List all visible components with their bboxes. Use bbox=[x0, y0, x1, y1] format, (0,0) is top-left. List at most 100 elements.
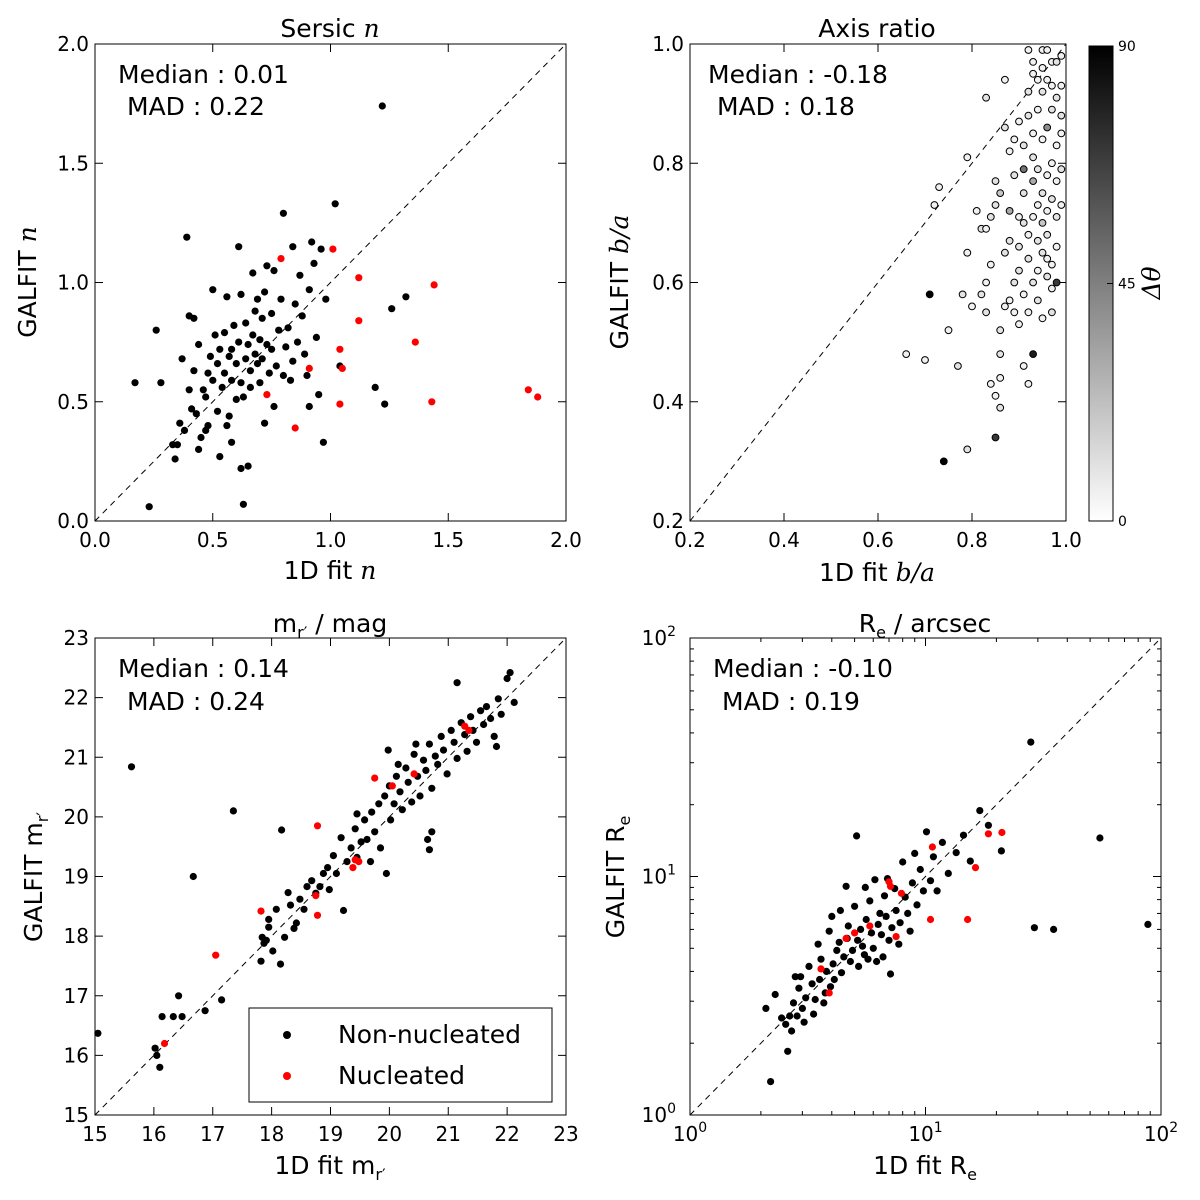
point-non-nucleated bbox=[324, 864, 332, 872]
x-axis-label: 1D fit Re bbox=[873, 1151, 977, 1184]
point-non-nucleated bbox=[180, 426, 189, 434]
point-nucleated bbox=[892, 933, 900, 941]
x-tick-label: 0.4 bbox=[768, 528, 800, 552]
point-non-nucleated bbox=[244, 340, 252, 349]
point-non-nucleated bbox=[319, 438, 327, 446]
point-non-nucleated bbox=[392, 772, 400, 780]
y-tick-label: 102 bbox=[642, 624, 676, 650]
x-tick-label: 18 bbox=[259, 1122, 284, 1146]
mad-text: MAD : 0.24 bbox=[127, 687, 265, 716]
panel-title: Axis ratio bbox=[818, 14, 935, 43]
axis-ticks: 15 16 17 18 19 20 21 22 23 15 16 17 18 19 20 21 22 23 bbox=[64, 626, 579, 1146]
point-non-nucleated bbox=[410, 750, 418, 758]
point bbox=[1029, 278, 1037, 287]
point-non-nucleated bbox=[213, 360, 222, 368]
point-non-nucleated bbox=[463, 747, 471, 755]
point-non-nucleated bbox=[315, 391, 323, 399]
point bbox=[1015, 242, 1023, 251]
point-non-nucleated bbox=[366, 858, 375, 866]
point-non-nucleated bbox=[492, 742, 501, 751]
point-non-nucleated bbox=[443, 770, 451, 778]
point-non-nucleated bbox=[876, 909, 884, 918]
point-non-nucleated bbox=[896, 919, 904, 927]
point-nucleated bbox=[825, 989, 833, 997]
y-axis-label: GALFIT Re bbox=[601, 816, 634, 939]
mad-text: MAD : 0.22 bbox=[127, 92, 265, 121]
point-non-nucleated bbox=[864, 955, 872, 963]
point-non-nucleated bbox=[190, 314, 198, 322]
point-nucleated bbox=[349, 864, 357, 872]
point bbox=[1043, 207, 1052, 215]
point bbox=[1033, 266, 1042, 275]
point-nucleated bbox=[277, 255, 285, 263]
point-non-nucleated bbox=[278, 826, 286, 834]
point-non-nucleated bbox=[258, 314, 266, 322]
point-non-nucleated bbox=[408, 798, 416, 806]
point-non-nucleated bbox=[810, 1010, 818, 1018]
point-non-nucleated bbox=[206, 352, 214, 360]
point-non-nucleated bbox=[388, 305, 396, 313]
x-tick-label: 22 bbox=[494, 1122, 519, 1146]
point bbox=[1048, 81, 1056, 90]
point bbox=[1005, 207, 1014, 215]
point-non-nucleated bbox=[855, 962, 863, 971]
point-non-nucleated bbox=[300, 905, 308, 913]
point-non-nucleated bbox=[301, 350, 309, 358]
point-non-nucleated bbox=[209, 286, 217, 294]
x-tick-label: 17 bbox=[200, 1122, 225, 1146]
colorbar-tick-label: 45 bbox=[1118, 277, 1136, 293]
point-non-nucleated bbox=[797, 973, 805, 981]
point-non-nucleated bbox=[919, 887, 928, 895]
point-non-nucleated bbox=[268, 345, 276, 353]
point-non-nucleated bbox=[343, 858, 351, 866]
point-non-nucleated bbox=[173, 441, 181, 449]
data-points bbox=[762, 738, 1152, 1086]
point-nucleated bbox=[534, 393, 542, 401]
x-tick-label: 19 bbox=[318, 1122, 343, 1146]
point-nucleated bbox=[465, 726, 473, 735]
point-non-nucleated bbox=[428, 828, 436, 836]
point-non-nucleated bbox=[265, 923, 273, 931]
y-tick-label: 101 bbox=[642, 863, 676, 889]
point-nucleated bbox=[355, 317, 363, 325]
legend-box bbox=[248, 1007, 553, 1103]
point-non-nucleated bbox=[394, 760, 402, 769]
point-non-nucleated bbox=[416, 792, 424, 800]
y-tick-label: 1.5 bbox=[57, 151, 89, 175]
point-non-nucleated bbox=[152, 326, 160, 334]
point-non-nucleated bbox=[858, 942, 867, 950]
point-non-nucleated bbox=[202, 393, 210, 401]
point-non-nucleated bbox=[329, 852, 337, 860]
point-nucleated bbox=[851, 929, 859, 937]
point-non-nucleated bbox=[762, 1004, 770, 1013]
point-non-nucleated bbox=[805, 962, 813, 971]
point-non-nucleated bbox=[788, 1027, 796, 1035]
point bbox=[1052, 213, 1061, 221]
point-non-nucleated bbox=[836, 906, 845, 915]
point-non-nucleated bbox=[829, 960, 837, 968]
point-non-nucleated bbox=[256, 336, 264, 344]
point bbox=[1029, 153, 1037, 162]
point-non-nucleated bbox=[984, 821, 993, 829]
panel-title: Re / arcsec bbox=[859, 609, 991, 642]
point-non-nucleated bbox=[911, 849, 919, 858]
point-non-nucleated bbox=[239, 393, 247, 401]
point bbox=[902, 350, 911, 359]
point-non-nucleated bbox=[926, 877, 935, 885]
point-non-nucleated bbox=[814, 940, 822, 948]
point-non-nucleated bbox=[419, 756, 428, 764]
point-non-nucleated bbox=[503, 674, 511, 683]
point-non-nucleated bbox=[235, 243, 243, 251]
point bbox=[996, 403, 1005, 412]
point bbox=[986, 260, 995, 269]
y-tick-label: 23 bbox=[64, 626, 89, 650]
point-non-nucleated bbox=[789, 999, 798, 1007]
y-tick-label: 1.0 bbox=[652, 32, 684, 56]
point-non-nucleated bbox=[885, 936, 893, 944]
point bbox=[1052, 141, 1061, 150]
point bbox=[1033, 296, 1042, 305]
point-non-nucleated bbox=[837, 969, 846, 977]
magnitude-panel: mr′ / mag 15 16 17 18 19 20 21 22 23 15 16 17 18 19 20… bbox=[19, 609, 579, 1184]
point-non-nucleated bbox=[249, 269, 257, 277]
point-non-nucleated bbox=[826, 983, 835, 991]
